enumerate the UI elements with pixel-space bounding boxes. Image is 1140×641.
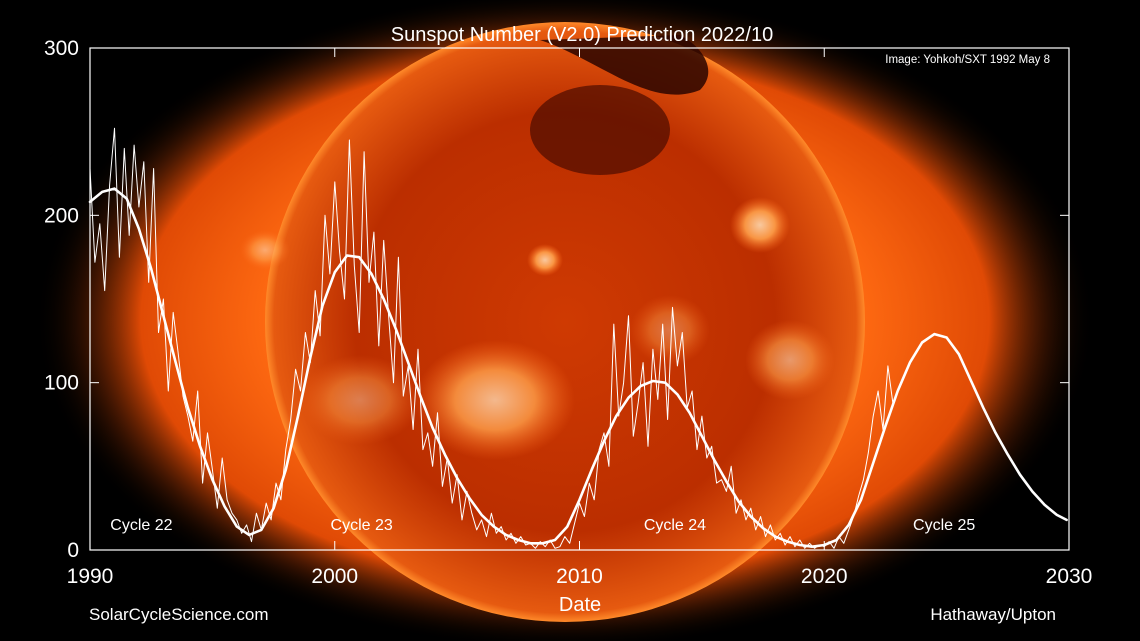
cycle-label: Cycle 22 bbox=[110, 517, 172, 534]
x-tick-label: 2000 bbox=[311, 565, 358, 588]
footer-left-credit: SolarCycleScience.com bbox=[89, 605, 269, 624]
series-line-monthly bbox=[89, 127, 894, 549]
y-tick-label: 0 bbox=[67, 539, 79, 562]
series-line-smoothed bbox=[88, 187, 1068, 549]
cycle-label: Cycle 23 bbox=[331, 517, 393, 534]
x-tick-label: 2010 bbox=[556, 565, 603, 588]
y-tick-label: 200 bbox=[44, 204, 79, 227]
x-tick-label: 2020 bbox=[801, 565, 848, 588]
cycle-label: Cycle 25 bbox=[913, 517, 975, 534]
axis-ticks bbox=[89, 47, 1070, 551]
cycle-label: Cycle 24 bbox=[644, 517, 706, 534]
y-tick-label: 100 bbox=[44, 372, 79, 395]
image-credit: Image: Yohkoh/SXT 1992 May 8 bbox=[885, 54, 1050, 66]
footer-right-credit: Hathaway/Upton bbox=[930, 605, 1056, 624]
y-tick-label: 300 bbox=[44, 37, 79, 60]
chart-title: Sunspot Number (V2.0) Prediction 2022/10 bbox=[391, 24, 773, 46]
series-layer bbox=[88, 127, 1068, 549]
x-axis-label: Date bbox=[559, 594, 601, 616]
x-tick-labels: 1990 2000 2010 2020 2030 bbox=[67, 565, 1093, 588]
x-tick-label: 1990 bbox=[67, 565, 114, 588]
y-tick-labels: 0 100 200 300 bbox=[44, 37, 79, 562]
x-tick-label: 2030 bbox=[1046, 565, 1093, 588]
cycle-labels: Cycle 22 Cycle 23 Cycle 24 Cycle 25 bbox=[110, 517, 975, 534]
